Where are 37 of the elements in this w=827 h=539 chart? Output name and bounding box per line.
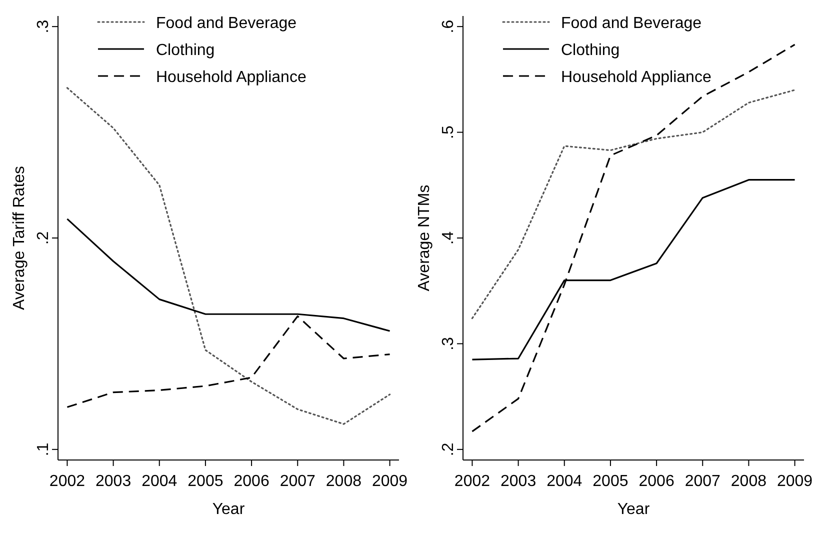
x-tick-label: 2003 [500, 473, 536, 490]
x-tick-label: 2008 [326, 473, 362, 490]
y-tick-label: .3 [35, 20, 52, 34]
x-tick-label: 2006 [234, 473, 270, 490]
y-axis-title: Average NTMs [416, 184, 433, 292]
y-tick-label: .2 [35, 231, 52, 245]
y-tick-label: .3 [440, 336, 457, 350]
x-tick-label: 2005 [188, 473, 224, 490]
y-tick-label: .5 [440, 126, 457, 139]
x-tick-label: 2005 [592, 473, 628, 490]
line-series [471, 89, 796, 320]
x-tick-label: 2004 [142, 473, 178, 490]
x-tick-label: 2004 [546, 473, 582, 490]
x-tick-label: 2002 [49, 473, 86, 490]
y-tick-label: .6 [440, 20, 457, 34]
line-series [66, 87, 391, 425]
legend-label: Household Appliance [561, 69, 712, 86]
x-tick-label: 2003 [96, 473, 132, 490]
legend-label: Clothing [156, 42, 215, 59]
legend-label: Food and Beverage [156, 15, 297, 32]
y-tick-label: .4 [440, 231, 457, 245]
legend-label: Household Appliance [156, 69, 306, 86]
x-axis-title: Year [212, 501, 246, 518]
x-tick-label: 2008 [730, 473, 767, 490]
y-axis-title: Average Tariff Rates [11, 166, 28, 310]
y-tick-label: .2 [440, 442, 457, 456]
legend-label: Food and Beverage [561, 15, 702, 32]
x-tick-label: 2007 [280, 473, 316, 490]
x-tick-label: 2009 [776, 473, 813, 490]
x-tick-label: 2002 [454, 473, 490, 490]
x-tick-label: 2006 [638, 473, 674, 490]
legend-label: Clothing [561, 42, 620, 59]
y-tick-label: .1 [35, 442, 52, 456]
x-axis-title: Year [617, 501, 650, 518]
x-tick-label: 2009 [372, 473, 408, 490]
x-tick-label: 2007 [684, 473, 721, 490]
line-series [471, 44, 796, 432]
